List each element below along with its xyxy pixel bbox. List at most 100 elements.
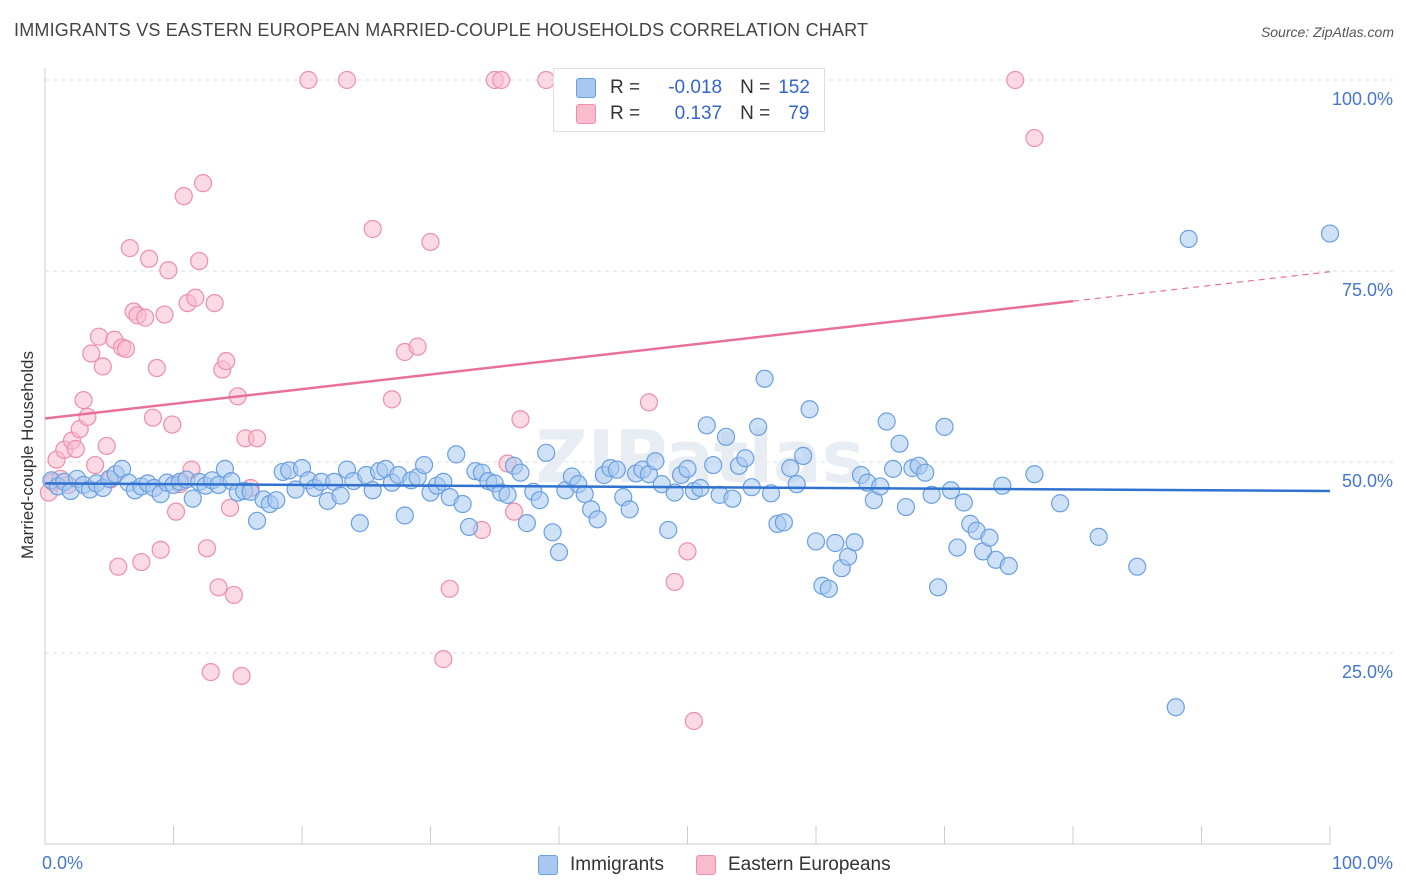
legend-n-value: 79 [788, 103, 810, 124]
eastern-europeans-point [97, 436, 116, 456]
immigrants-point [646, 452, 665, 471]
immigrants-point [716, 427, 736, 446]
immigrants-point [267, 491, 286, 510]
immigrants-point [723, 489, 742, 508]
immigrants-point [511, 463, 530, 482]
immigrants-point [543, 523, 562, 542]
eastern-europeans-points [39, 70, 1044, 731]
immigrants-point [588, 510, 607, 529]
legend-n-label: N = [740, 77, 771, 98]
eastern-europeans-point [116, 339, 136, 359]
legend-item-immigrants[interactable]: Immigrants [538, 854, 664, 876]
immigrants-trend-line [44, 482, 1331, 493]
immigrants-point [704, 455, 723, 475]
immigrants-point [447, 445, 466, 464]
eastern-europeans-point [299, 70, 318, 90]
immigrants-point [517, 514, 536, 533]
eastern-europeans-point [209, 578, 228, 597]
immigrants-point [883, 459, 903, 478]
immigrants-point [935, 417, 954, 436]
immigrants-point [1089, 527, 1108, 546]
trend-lines [44, 271, 1331, 493]
immigrants-point [697, 416, 716, 435]
eastern-europeans-point [639, 393, 659, 412]
immigrants-point [459, 517, 479, 537]
immigrants-point [993, 476, 1012, 495]
immigrants-point [395, 506, 414, 525]
immigrants-point [434, 472, 453, 491]
immigrants-point [652, 475, 671, 494]
immigrants-point [678, 459, 697, 478]
eastern-europeans-point [1025, 128, 1044, 148]
legend-item-eastern-europeans[interactable]: Eastern Europeans [695, 854, 891, 876]
eastern-europeans-point [143, 408, 163, 427]
eastern-europeans-point [205, 293, 224, 313]
immigrants-point [1051, 494, 1070, 513]
legend-item-label: Immigrants [570, 854, 664, 875]
immigrants-swatch [538, 855, 558, 875]
eastern-europeans-point [193, 174, 213, 193]
eastern-europeans-point [197, 539, 217, 558]
eastern-europeans-point [147, 358, 166, 378]
eastern-europeans-point [665, 572, 684, 592]
eastern-europeans-point [166, 502, 186, 521]
immigrants-point [871, 477, 890, 496]
immigrants-point [787, 475, 806, 494]
immigrants-point [331, 486, 350, 505]
immigrants-point [928, 578, 948, 597]
eastern-europeans-point [408, 337, 427, 356]
eastern-europeans-point [132, 552, 151, 572]
immigrants-point [749, 417, 768, 436]
immigrants-point [607, 460, 626, 479]
eastern-europeans-point [684, 711, 704, 731]
eastern-europeans-point [82, 344, 101, 363]
immigrants-point [1179, 229, 1198, 249]
eastern-europeans-point [74, 391, 93, 410]
eastern-europeans-point [434, 650, 453, 669]
immigrants-point [414, 455, 434, 475]
legend-r-value: 0.137 [674, 103, 723, 124]
immigrants-point [941, 481, 961, 500]
eastern-europeans-point [174, 187, 193, 206]
immigrants-point [806, 532, 826, 551]
grid-lines [45, 79, 1395, 654]
immigrants-point [794, 446, 813, 465]
eastern-europeans-point [421, 232, 440, 252]
immigrants-point [922, 485, 941, 504]
immigrants-point [819, 579, 838, 598]
legend-n-label: N = [740, 103, 771, 124]
legend-r-value: -0.018 [668, 77, 723, 98]
eastern-europeans-point [504, 502, 524, 521]
immigrants-point [845, 533, 864, 552]
immigrants-point [549, 543, 569, 562]
immigrants-point [999, 556, 1018, 576]
immigrants-point [620, 500, 639, 519]
eastern-europeans-point [224, 585, 243, 605]
eastern-europeans-point [382, 390, 402, 409]
immigrants-point [890, 434, 909, 453]
eastern-europeans-point [155, 305, 174, 324]
eastern-europeans-point [186, 288, 205, 307]
y-tick-label: 50.0% [1342, 471, 1393, 491]
x-tick-label: 0.0% [42, 853, 83, 873]
immigrants-point [980, 528, 999, 547]
immigrants-point [761, 484, 781, 503]
eastern-europeans-trend-line [44, 299, 1074, 420]
eastern-europeans-point [86, 455, 105, 475]
y-tick-label: 25.0% [1342, 662, 1393, 682]
immigrants-point [530, 491, 549, 510]
eastern-europeans-swatch [576, 104, 596, 124]
eastern-europeans-point [78, 407, 97, 427]
eastern-europeans-point [159, 261, 178, 280]
eastern-europeans-point [136, 308, 155, 327]
immigrants-swatch [576, 78, 596, 98]
x-tick-label: 100.0% [1332, 853, 1393, 873]
immigrants-point [781, 459, 800, 478]
immigrants-point [774, 513, 793, 532]
immigrants-point [659, 520, 678, 540]
eastern-europeans-point [217, 352, 236, 371]
eastern-europeans-point [232, 666, 251, 686]
immigrants-point [1166, 698, 1185, 717]
immigrants-point [1320, 224, 1340, 243]
